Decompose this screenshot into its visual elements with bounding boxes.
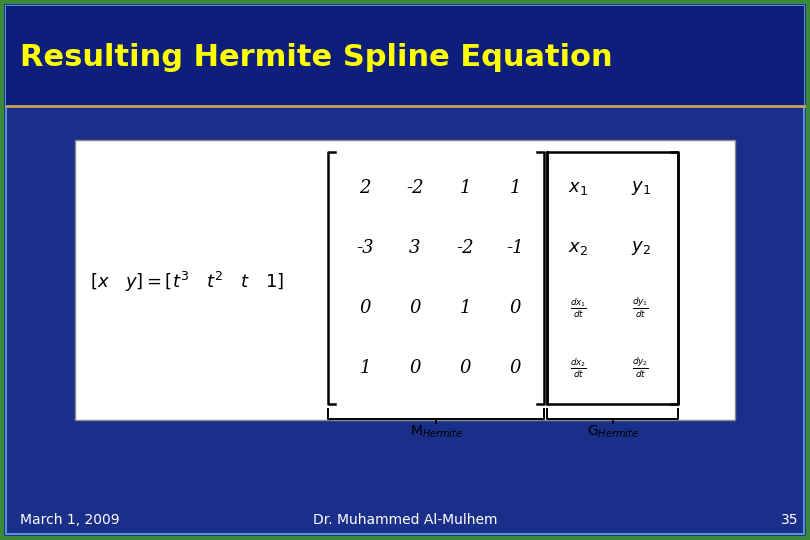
Text: 1: 1 [459, 179, 471, 197]
Text: -2: -2 [456, 239, 474, 257]
Text: $\mathrm{M}_{Hermite}$: $\mathrm{M}_{Hermite}$ [410, 424, 463, 441]
Bar [6, 6, 804, 106]
Bar [75, 140, 735, 420]
Text: Resulting Hermite Spline Equation: Resulting Hermite Spline Equation [20, 43, 612, 71]
Text: 1: 1 [360, 359, 371, 377]
Text: 0: 0 [509, 359, 521, 377]
Text: $\frac{dx_1}{dt}$: $\frac{dx_1}{dt}$ [569, 296, 586, 320]
Text: 0: 0 [459, 359, 471, 377]
Text: $x_1$: $x_1$ [569, 179, 588, 197]
Text: $\frac{dy_1}{dt}$: $\frac{dy_1}{dt}$ [633, 296, 649, 320]
Text: 0: 0 [509, 299, 521, 317]
Text: 1: 1 [459, 299, 471, 317]
Text: $\frac{dy_2}{dt}$: $\frac{dy_2}{dt}$ [633, 356, 649, 380]
Text: 0: 0 [409, 359, 420, 377]
Text: $[x \quad y] = [t^3 \quad t^2 \quad t \quad 1]$: $[x \quad y] = [t^3 \quad t^2 \quad t \q… [90, 270, 284, 294]
Text: $\frac{dx_2}{dt}$: $\frac{dx_2}{dt}$ [569, 356, 586, 380]
Text: March 1, 2009: March 1, 2009 [20, 513, 120, 527]
Text: $y_1$: $y_1$ [631, 179, 650, 197]
Text: 3: 3 [409, 239, 420, 257]
Text: -3: -3 [356, 239, 373, 257]
Text: $x_2$: $x_2$ [569, 239, 588, 257]
Text: -1: -1 [506, 239, 524, 257]
Text: 2: 2 [360, 179, 371, 197]
Text: -2: -2 [406, 179, 424, 197]
Text: $y_2$: $y_2$ [631, 239, 650, 257]
Text: 1: 1 [509, 179, 521, 197]
Text: 0: 0 [360, 299, 371, 317]
Text: 0: 0 [409, 299, 420, 317]
Text: $\mathrm{G}_{Hermite}$: $\mathrm{G}_{Hermite}$ [586, 424, 638, 441]
Text: Dr. Muhammed Al-Mulhem: Dr. Muhammed Al-Mulhem [313, 513, 497, 527]
Text: 35: 35 [782, 513, 799, 527]
